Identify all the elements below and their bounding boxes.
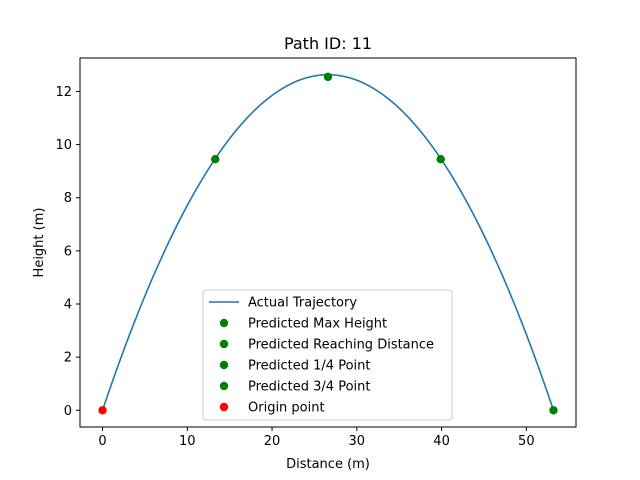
x-axis-ticks: 0 10 20 30 40 50 [98, 427, 535, 449]
y-tick-label: 12 [55, 85, 72, 100]
legend-entry-label: Predicted Reaching Distance [248, 338, 434, 353]
predicted-reaching-distance-marker [549, 406, 558, 415]
y-tick-label: 4 [64, 298, 72, 313]
origin-point-marker [98, 406, 107, 415]
y-tick-label: 2 [64, 351, 72, 366]
axes-frame [79, 57, 577, 428]
legend-dot-swatch [219, 339, 229, 349]
legend-box [202, 289, 453, 421]
x-tick-label: 0 [98, 434, 106, 449]
x-tick-label: 20 [264, 434, 281, 449]
legend-dot-swatch [219, 360, 229, 370]
legend-entry-label: Actual Trajectory [248, 296, 357, 311]
chart-title: Path ID: 11 [284, 34, 372, 53]
legend-dot-swatch [219, 402, 229, 412]
legend-entry-label: Predicted Max Height [248, 317, 387, 332]
y-tick-label: 10 [55, 138, 72, 153]
x-tick-label: 30 [349, 434, 366, 449]
legend-entry-label: Origin point [248, 401, 325, 416]
y-tick-label: 0 [64, 404, 72, 419]
legend-dot-swatch [219, 381, 229, 391]
legend-dot-swatch [219, 318, 229, 328]
x-tick-label: 50 [518, 434, 535, 449]
predicted-max-height-marker [323, 72, 333, 82]
x-tick-label: 10 [179, 434, 196, 449]
y-axis-label: Height (m) [32, 208, 47, 278]
y-tick-label: 6 [64, 244, 72, 259]
legend-entry-label: Predicted 3/4 Point [248, 380, 371, 395]
y-axis-ticks: 0 2 4 6 8 10 12 [55, 85, 80, 419]
legend: Actual Trajectory Predicted Max Height Pre… [202, 289, 453, 421]
y-tick-label: 8 [64, 191, 72, 206]
x-tick-label: 40 [433, 434, 450, 449]
legend-entry-label: Predicted 1/4 Point [248, 359, 371, 374]
x-axis-label: Distance (m) [286, 457, 370, 472]
plot-area [98, 72, 558, 415]
predicted-3-4-point-marker [436, 155, 445, 164]
predicted-1-4-point-marker [211, 155, 220, 164]
